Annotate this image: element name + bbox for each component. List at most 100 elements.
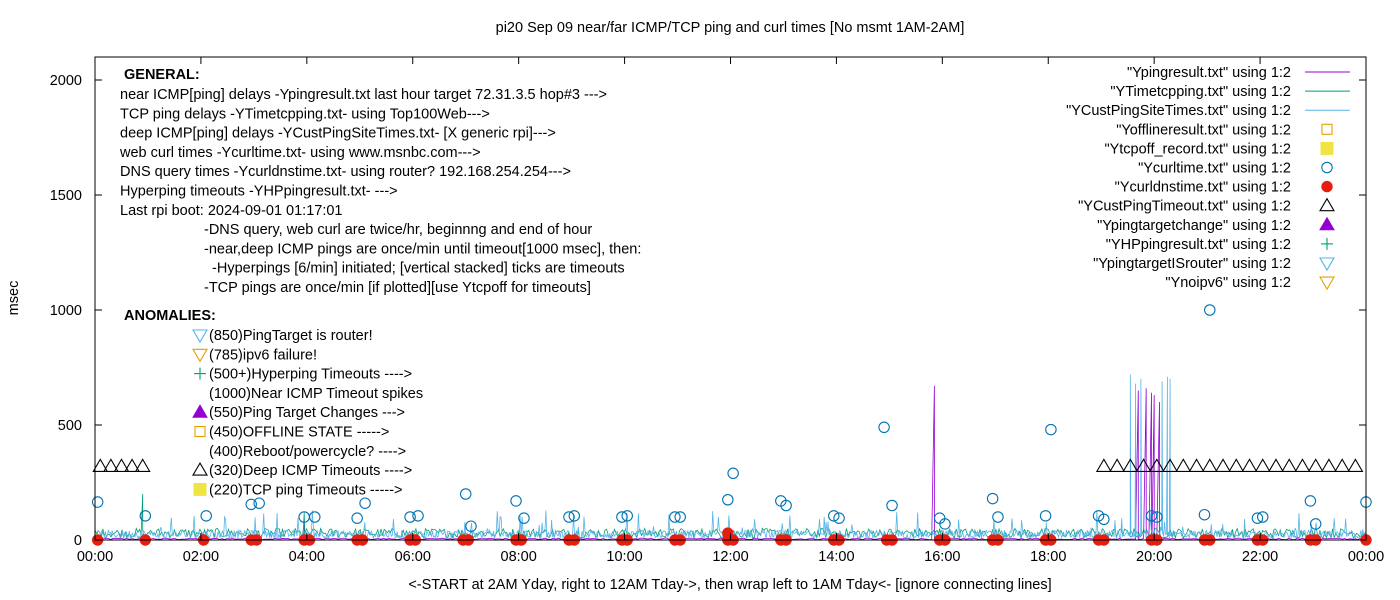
timeout-point-9 (1148, 458, 1165, 472)
timeout-point-12 (1188, 458, 1205, 472)
timeout-point-21 (1307, 458, 1324, 472)
timeout-point-20 (1294, 458, 1311, 472)
curl-point-36 (1098, 513, 1110, 526)
curl-point-28 (886, 499, 898, 512)
notes-layer: GENERAL: near ICMP[ping] delays -Ypingres… (119, 67, 641, 498)
timeout-point-7 (1122, 458, 1139, 472)
legend-label-7: "YCustPingTimeout.txt" using 1:2 (1078, 199, 1291, 215)
curl-point-21 (722, 493, 734, 506)
timeout-point-17 (1254, 458, 1271, 472)
timeout-point-6 (1109, 458, 1126, 472)
general-indented-0: -DNS query, web curl are twice/hr, begin… (204, 222, 592, 238)
curl-point-11 (459, 488, 472, 500)
x-tick-label-0: 00:00 (77, 549, 113, 565)
x-tick-label-10: 20:00 (1136, 549, 1172, 565)
general-indented-2: -Hyperpings [6/min] initiated; [vertical… (204, 261, 625, 277)
curl-point-43 (1304, 495, 1317, 507)
curl-point-26 (833, 512, 845, 524)
timeout-point-5 (1095, 458, 1112, 472)
x-tick-label-7: 14:00 (818, 549, 854, 565)
general-line-6: Last rpi boot: 2024-09-01 01:17:01 (120, 203, 343, 219)
timeout-point-14 (1215, 458, 1231, 472)
axes-layer: 00:00 02:00 04:00 06:00 08:00 10:00 12:00 14:00… (50, 56, 1384, 565)
curl-point-15 (563, 511, 575, 523)
timeout-point-3 (124, 458, 141, 472)
curl-point-2 (200, 510, 212, 522)
legend-label-6: "Ycurldnstime.txt" using 1:2 (1115, 180, 1291, 196)
curl-point-13 (510, 495, 522, 507)
anomaly-item-2: (500+)Hyperping Timeouts ----> (209, 367, 412, 383)
legend-symbol-9 (1321, 237, 1333, 250)
timeout-point-22 (1320, 458, 1337, 472)
legend-label-2: "YCustPingSiteTimes.txt" using 1:2 (1066, 103, 1291, 119)
x-tick-label-9: 18:00 (1030, 549, 1066, 565)
legend-label-3: "Yofflineresult.txt" using 1:2 (1116, 122, 1291, 138)
legend-symbol-3 (1321, 123, 1333, 135)
curl-point-18 (621, 510, 633, 522)
anomaly-item-5: (450)OFFLINE STATE -----> (209, 425, 389, 441)
curl-point-30 (939, 518, 951, 530)
anomaly-item-7: (320)Deep ICMP Timeouts ----> (209, 463, 412, 479)
general-line-0: near ICMP[ping] delays -Ypingresult.txt … (120, 87, 607, 103)
anomaly-item-8: (220)TCP ping Timeouts -----> (209, 482, 403, 498)
x-tick-label-5: 10:00 (606, 549, 642, 565)
legend-label-11: "Ynoipv6" using 1:2 (1165, 275, 1291, 291)
general-indented-1: -near,deep ICMP pings are once/min until… (204, 241, 641, 257)
legend-label-1: "YTimetcpping.txt" using 1:2 (1110, 84, 1291, 100)
curl-point-16 (568, 510, 581, 522)
curl-point-8 (359, 497, 371, 509)
anomaly-item-4: (550)Ping Target Changes ---> (209, 405, 405, 421)
curl-point-42 (1256, 511, 1269, 523)
legend-layer: "Ypingresult.txt" using 1:2 "YTimetcpping… (1066, 65, 1350, 291)
curl-point-37 (1145, 510, 1158, 522)
anomaly-symbol-0 (192, 329, 208, 344)
curl-point-25 (828, 510, 840, 522)
anomaly-item-6: (400)Reboot/powercycle? ----> (209, 444, 406, 460)
anomalies-heading: ANOMALIES: (124, 308, 216, 324)
x-tick-label-8: 16:00 (924, 549, 960, 565)
curl-point-24 (780, 499, 792, 512)
general-line-3: web curl times -Ycurltime.txt- using www… (119, 145, 481, 161)
legend-symbol-11 (1319, 276, 1335, 291)
timeout-point-24 (1347, 458, 1364, 472)
curl-point-9 (404, 511, 416, 523)
anomaly-item-0: (850)PingTarget is router! (209, 328, 373, 344)
y-tick-label-3: 1500 (50, 188, 82, 204)
x-tick-label-2: 04:00 (289, 549, 325, 565)
x-tick-label-6: 12:00 (712, 549, 748, 565)
curl-point-27 (878, 421, 890, 434)
curl-point-22 (727, 467, 739, 480)
legend-symbol-10 (1319, 257, 1335, 272)
anomaly-item-1: (785)ipv6 failure! (209, 347, 317, 363)
timeout-point-2 (113, 458, 130, 472)
y-tick-label-2: 1000 (50, 303, 82, 319)
general-line-2: deep ICMP[ping] delays -YCustPingSiteTim… (120, 126, 556, 142)
curl-point-32 (992, 511, 1004, 523)
curl-point-4 (253, 497, 265, 509)
legend-symbol-8 (1319, 216, 1335, 231)
general-indented-3: -TCP pings are once/min [if plotted][use… (204, 280, 591, 296)
curl-point-31 (986, 492, 999, 505)
anomaly-item-3: (1000)Near ICMP Timeout spikes (209, 386, 423, 402)
curl-point-41 (1251, 512, 1264, 524)
general-line-1: TCP ping delays -YTimetcpping.txt- using… (120, 106, 490, 122)
curl-point-19 (669, 511, 681, 523)
timeout-point-13 (1201, 458, 1218, 472)
y-tick-label-0: 0 (74, 533, 82, 549)
timeout-point-18 (1268, 458, 1284, 472)
timeout-point-4 (134, 458, 151, 472)
timeout-point-23 (1334, 458, 1351, 472)
y-tick-label-4: 2000 (50, 73, 82, 89)
legend-symbol-4 (1320, 141, 1334, 155)
timeout-point-15 (1228, 458, 1245, 472)
x-tick-label-12: 00:00 (1348, 549, 1384, 565)
timeout-point-10 (1162, 458, 1179, 472)
y-tick-label-1: 500 (58, 418, 82, 434)
curl-point-6 (309, 511, 321, 523)
legend-label-4: "Ytcpoff_record.txt" using 1:2 (1104, 141, 1291, 157)
timeout-point-19 (1281, 458, 1298, 472)
curl-point-44 (1309, 518, 1322, 530)
anomaly-symbol-1 (192, 348, 208, 363)
x-tick-label-3: 06:00 (395, 549, 431, 565)
